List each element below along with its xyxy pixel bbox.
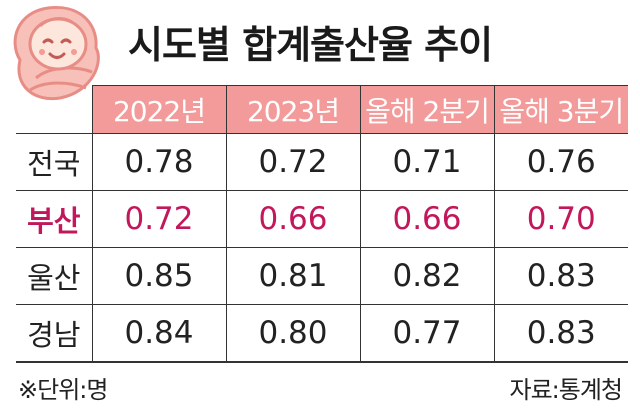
column-header: 올해 2분기	[359, 85, 495, 134]
unit-note: ※단위:명	[18, 376, 108, 404]
table-row: 부산 0.72 0.66 0.66 0.70	[16, 190, 628, 248]
row-label: 경남	[16, 304, 93, 363]
table-cell: 0.66	[225, 190, 361, 248]
source-credit: 자료:통계청	[509, 376, 623, 404]
table-cell: 0.83	[493, 304, 628, 363]
table-cell: 0.84	[91, 304, 227, 363]
table-cell: 0.80	[225, 304, 361, 363]
table-cell: 0.70	[493, 190, 628, 248]
table-cell: 0.78	[91, 133, 227, 191]
table-row: 울산 0.85 0.81 0.82 0.83	[16, 247, 628, 305]
table-cell: 0.83	[493, 247, 628, 305]
table-cell: 0.76	[493, 133, 628, 191]
column-header: 올해 3분기	[493, 85, 628, 134]
table-cell: 0.66	[359, 190, 495, 248]
table-cell: 0.81	[225, 247, 361, 305]
fertility-table: 2022년 2023년 올해 2분기 올해 3분기 전국 0.78 0.72 0…	[16, 85, 628, 363]
column-header: 2022년	[91, 85, 227, 134]
baby-icon	[13, 5, 100, 101]
table-cell: 0.71	[359, 133, 495, 191]
table-cell: 0.72	[91, 190, 227, 248]
table-cell: 0.85	[91, 247, 227, 305]
chart-title: 시도별 합계출산율 추이	[128, 23, 493, 67]
row-label: 울산	[16, 247, 93, 305]
table-cell: 0.82	[359, 247, 495, 305]
column-header: 2023년	[225, 85, 361, 134]
table-row: 전국 0.78 0.72 0.71 0.76	[16, 133, 628, 191]
table-row: 경남 0.84 0.80 0.77 0.83	[16, 304, 628, 363]
corner-cell	[16, 85, 93, 134]
table-cell: 0.72	[225, 133, 361, 191]
table-cell: 0.77	[359, 304, 495, 363]
row-label: 부산	[16, 190, 93, 248]
row-label: 전국	[16, 133, 93, 191]
header-row: 2022년 2023년 올해 2분기 올해 3분기	[16, 85, 628, 134]
